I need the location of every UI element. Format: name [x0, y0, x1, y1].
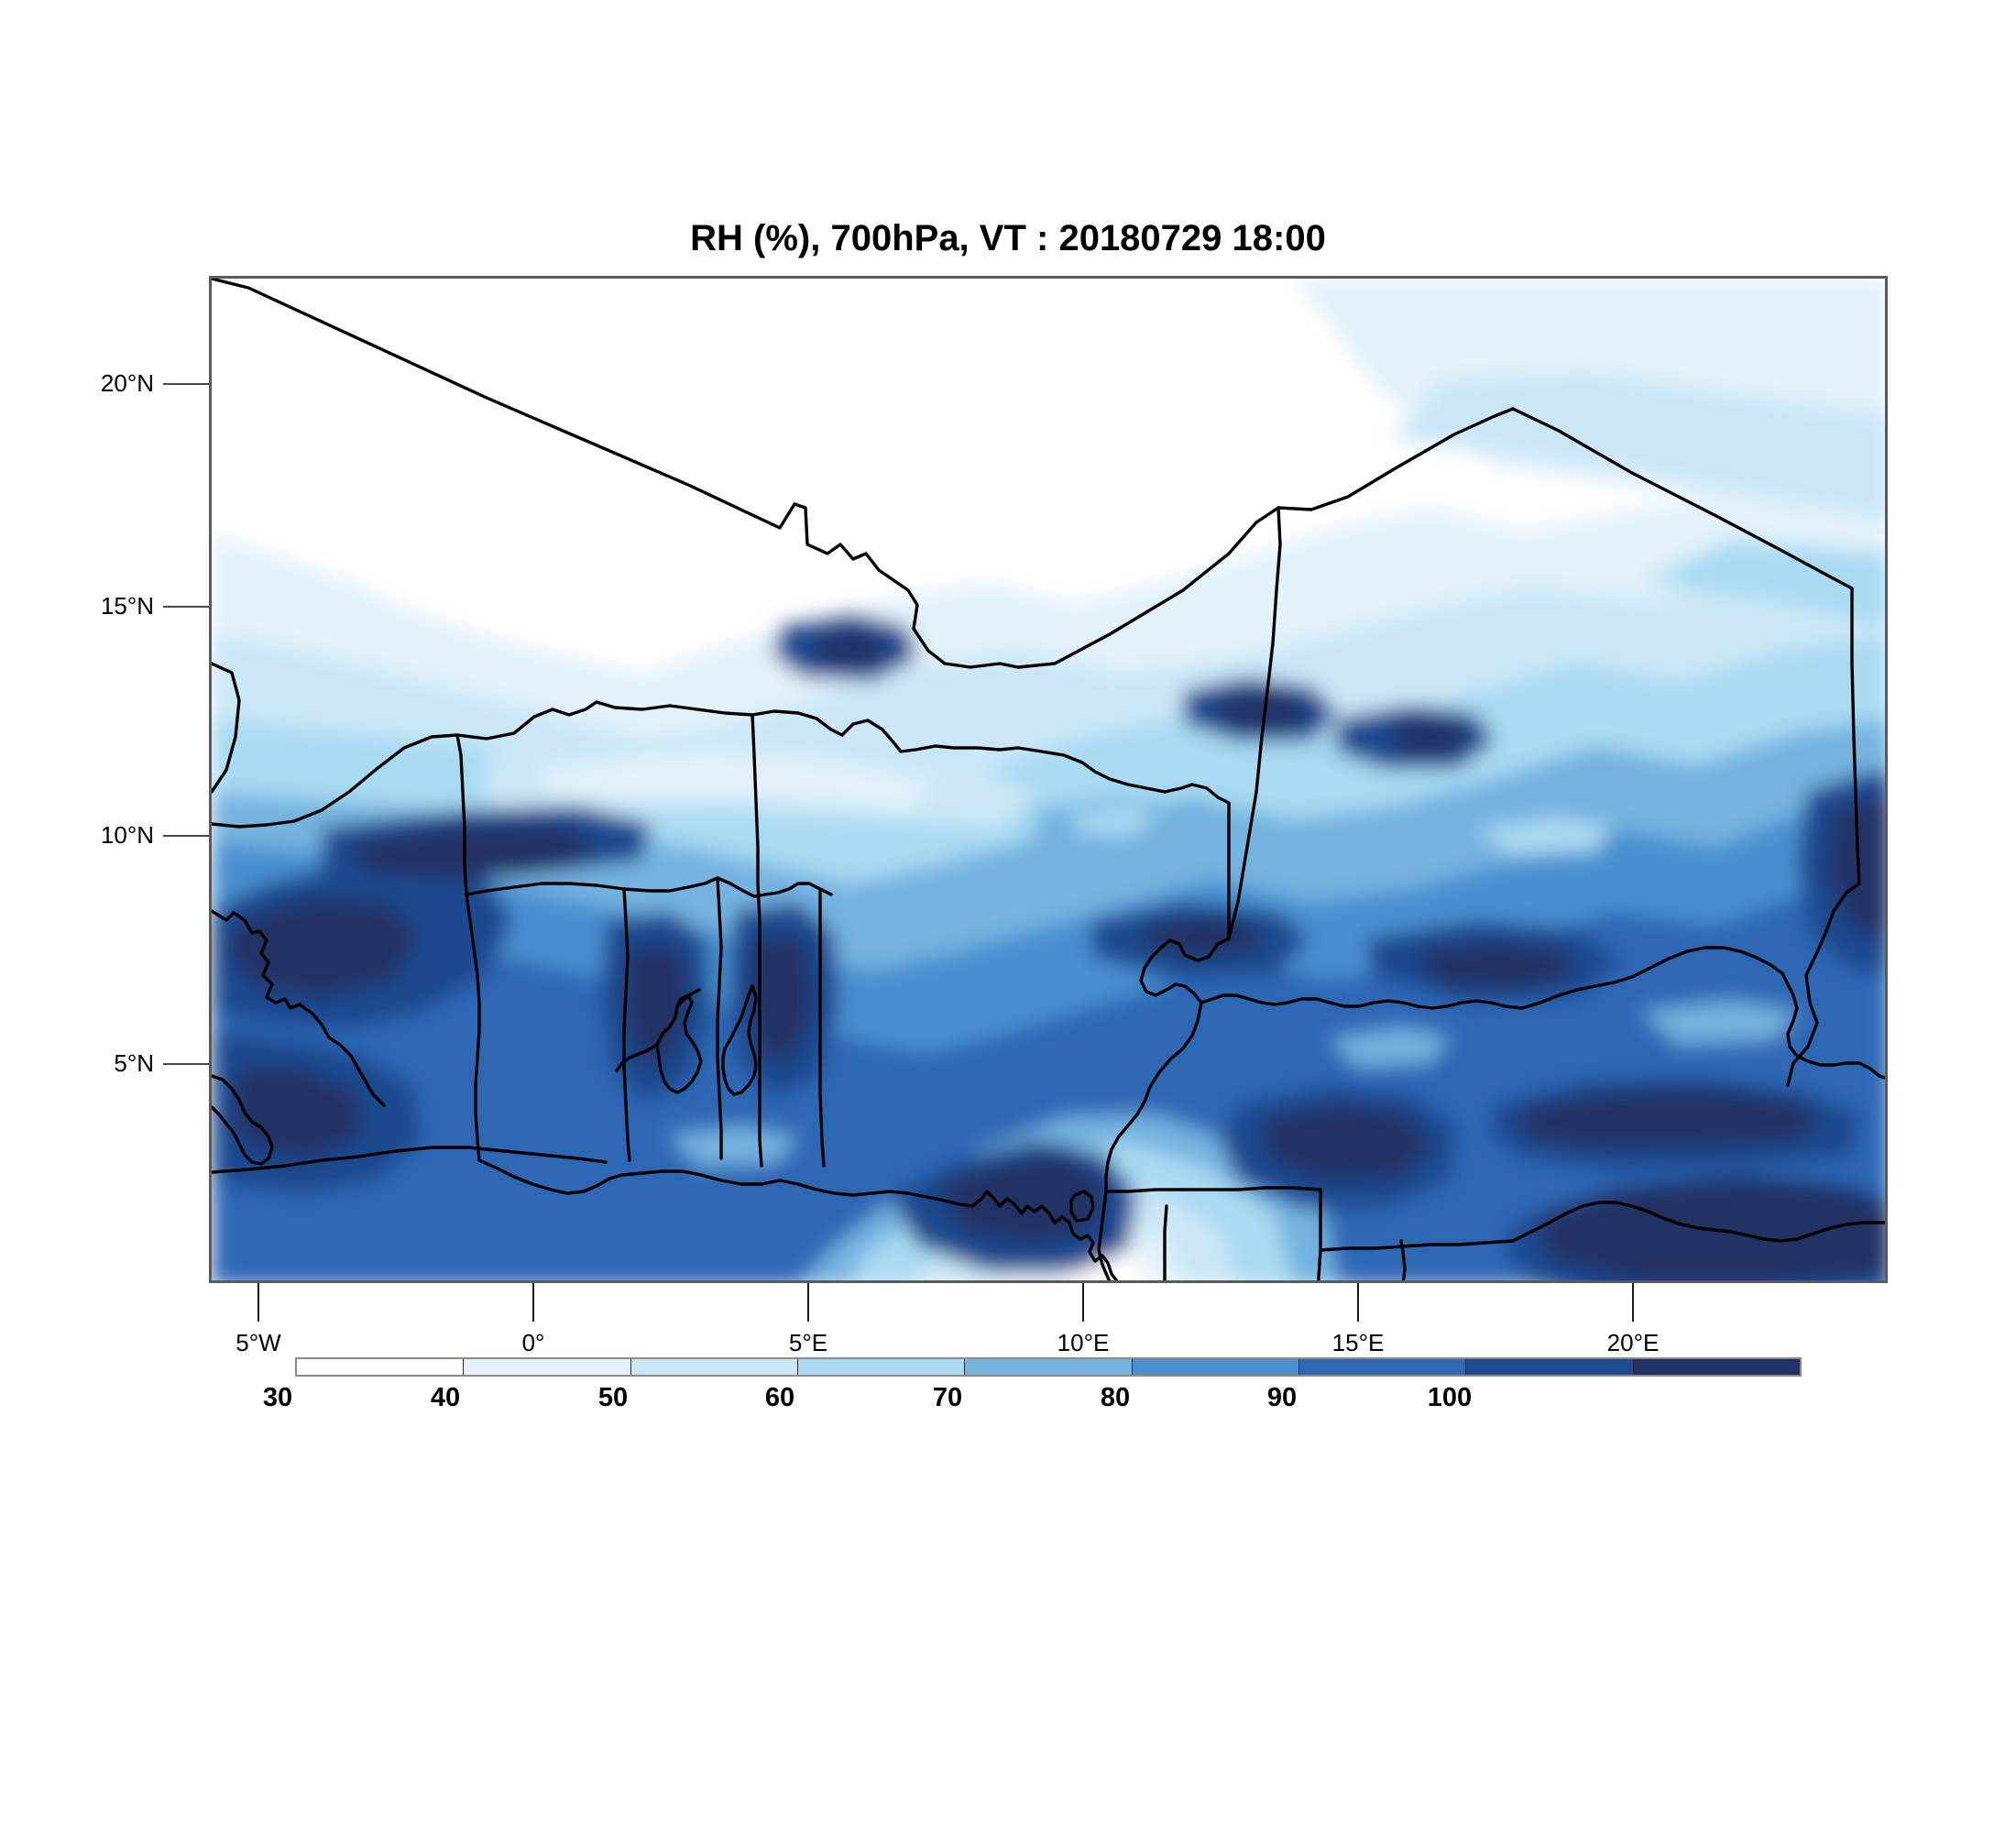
xtick-label-15E: 15°E [1331, 1329, 1385, 1356]
page-title: RH (%), 700hPa, VT : 20180729 18:00 [690, 218, 1326, 258]
ytick-label-5N: 5°N [114, 1049, 154, 1077]
colorbar-segment-5 [1131, 1359, 1298, 1375]
xtick-label-20E: 20°E [1606, 1329, 1660, 1356]
colorbar-segment-0 [297, 1359, 464, 1375]
colorbar-segment-4 [964, 1359, 1132, 1375]
colorbar-tick-70: 70 [932, 1383, 963, 1412]
colorbar[interactable] [295, 1357, 1802, 1377]
xtick-line-0 [532, 1283, 534, 1322]
map-contour-svg [212, 279, 1885, 1280]
ytick-line-10N [163, 835, 209, 837]
ytick-line-20N [163, 383, 209, 385]
xtick-line-5W [257, 1283, 259, 1322]
ytick-label-15N: 15°N [100, 592, 154, 620]
xtick-label-10E: 10°E [1057, 1329, 1110, 1356]
ytick-label-20N: 20°N [100, 369, 154, 397]
country-borders [212, 279, 1885, 1280]
colorbar-segment-6 [1298, 1359, 1466, 1375]
ytick-label-10N: 10°N [100, 821, 154, 849]
map-plot-area[interactable] [209, 276, 1888, 1283]
colorbar-segment-8 [1632, 1359, 1800, 1375]
xtick-line-5E [807, 1283, 809, 1322]
colorbar-tick-60: 60 [764, 1383, 795, 1412]
xtick-label-5E: 5°E [788, 1329, 828, 1356]
xtick-line-10E [1082, 1283, 1084, 1322]
colorbar-tick-90: 90 [1266, 1383, 1298, 1412]
xtick-label-0: 0° [521, 1329, 545, 1356]
colorbar-tick-50: 50 [597, 1383, 629, 1412]
contour-bands [212, 279, 1885, 1280]
xtick-line-15E [1357, 1283, 1359, 1322]
ytick-line-5N [163, 1063, 209, 1065]
xtick-label-5W: 5°W [236, 1329, 281, 1356]
colorbar-segment-1 [463, 1359, 630, 1375]
colorbar-tick-40: 40 [430, 1383, 461, 1412]
colorbar-tick-100: 100 [1427, 1383, 1473, 1412]
colorbar-tick-80: 80 [1100, 1383, 1131, 1412]
xtick-line-20E [1632, 1283, 1634, 1322]
colorbar-tick-30: 30 [262, 1383, 293, 1412]
colorbar-segment-7 [1465, 1359, 1633, 1375]
colorbar-segment-3 [796, 1359, 965, 1375]
ytick-line-15N [163, 606, 209, 608]
colorbar-segment-2 [630, 1359, 797, 1375]
